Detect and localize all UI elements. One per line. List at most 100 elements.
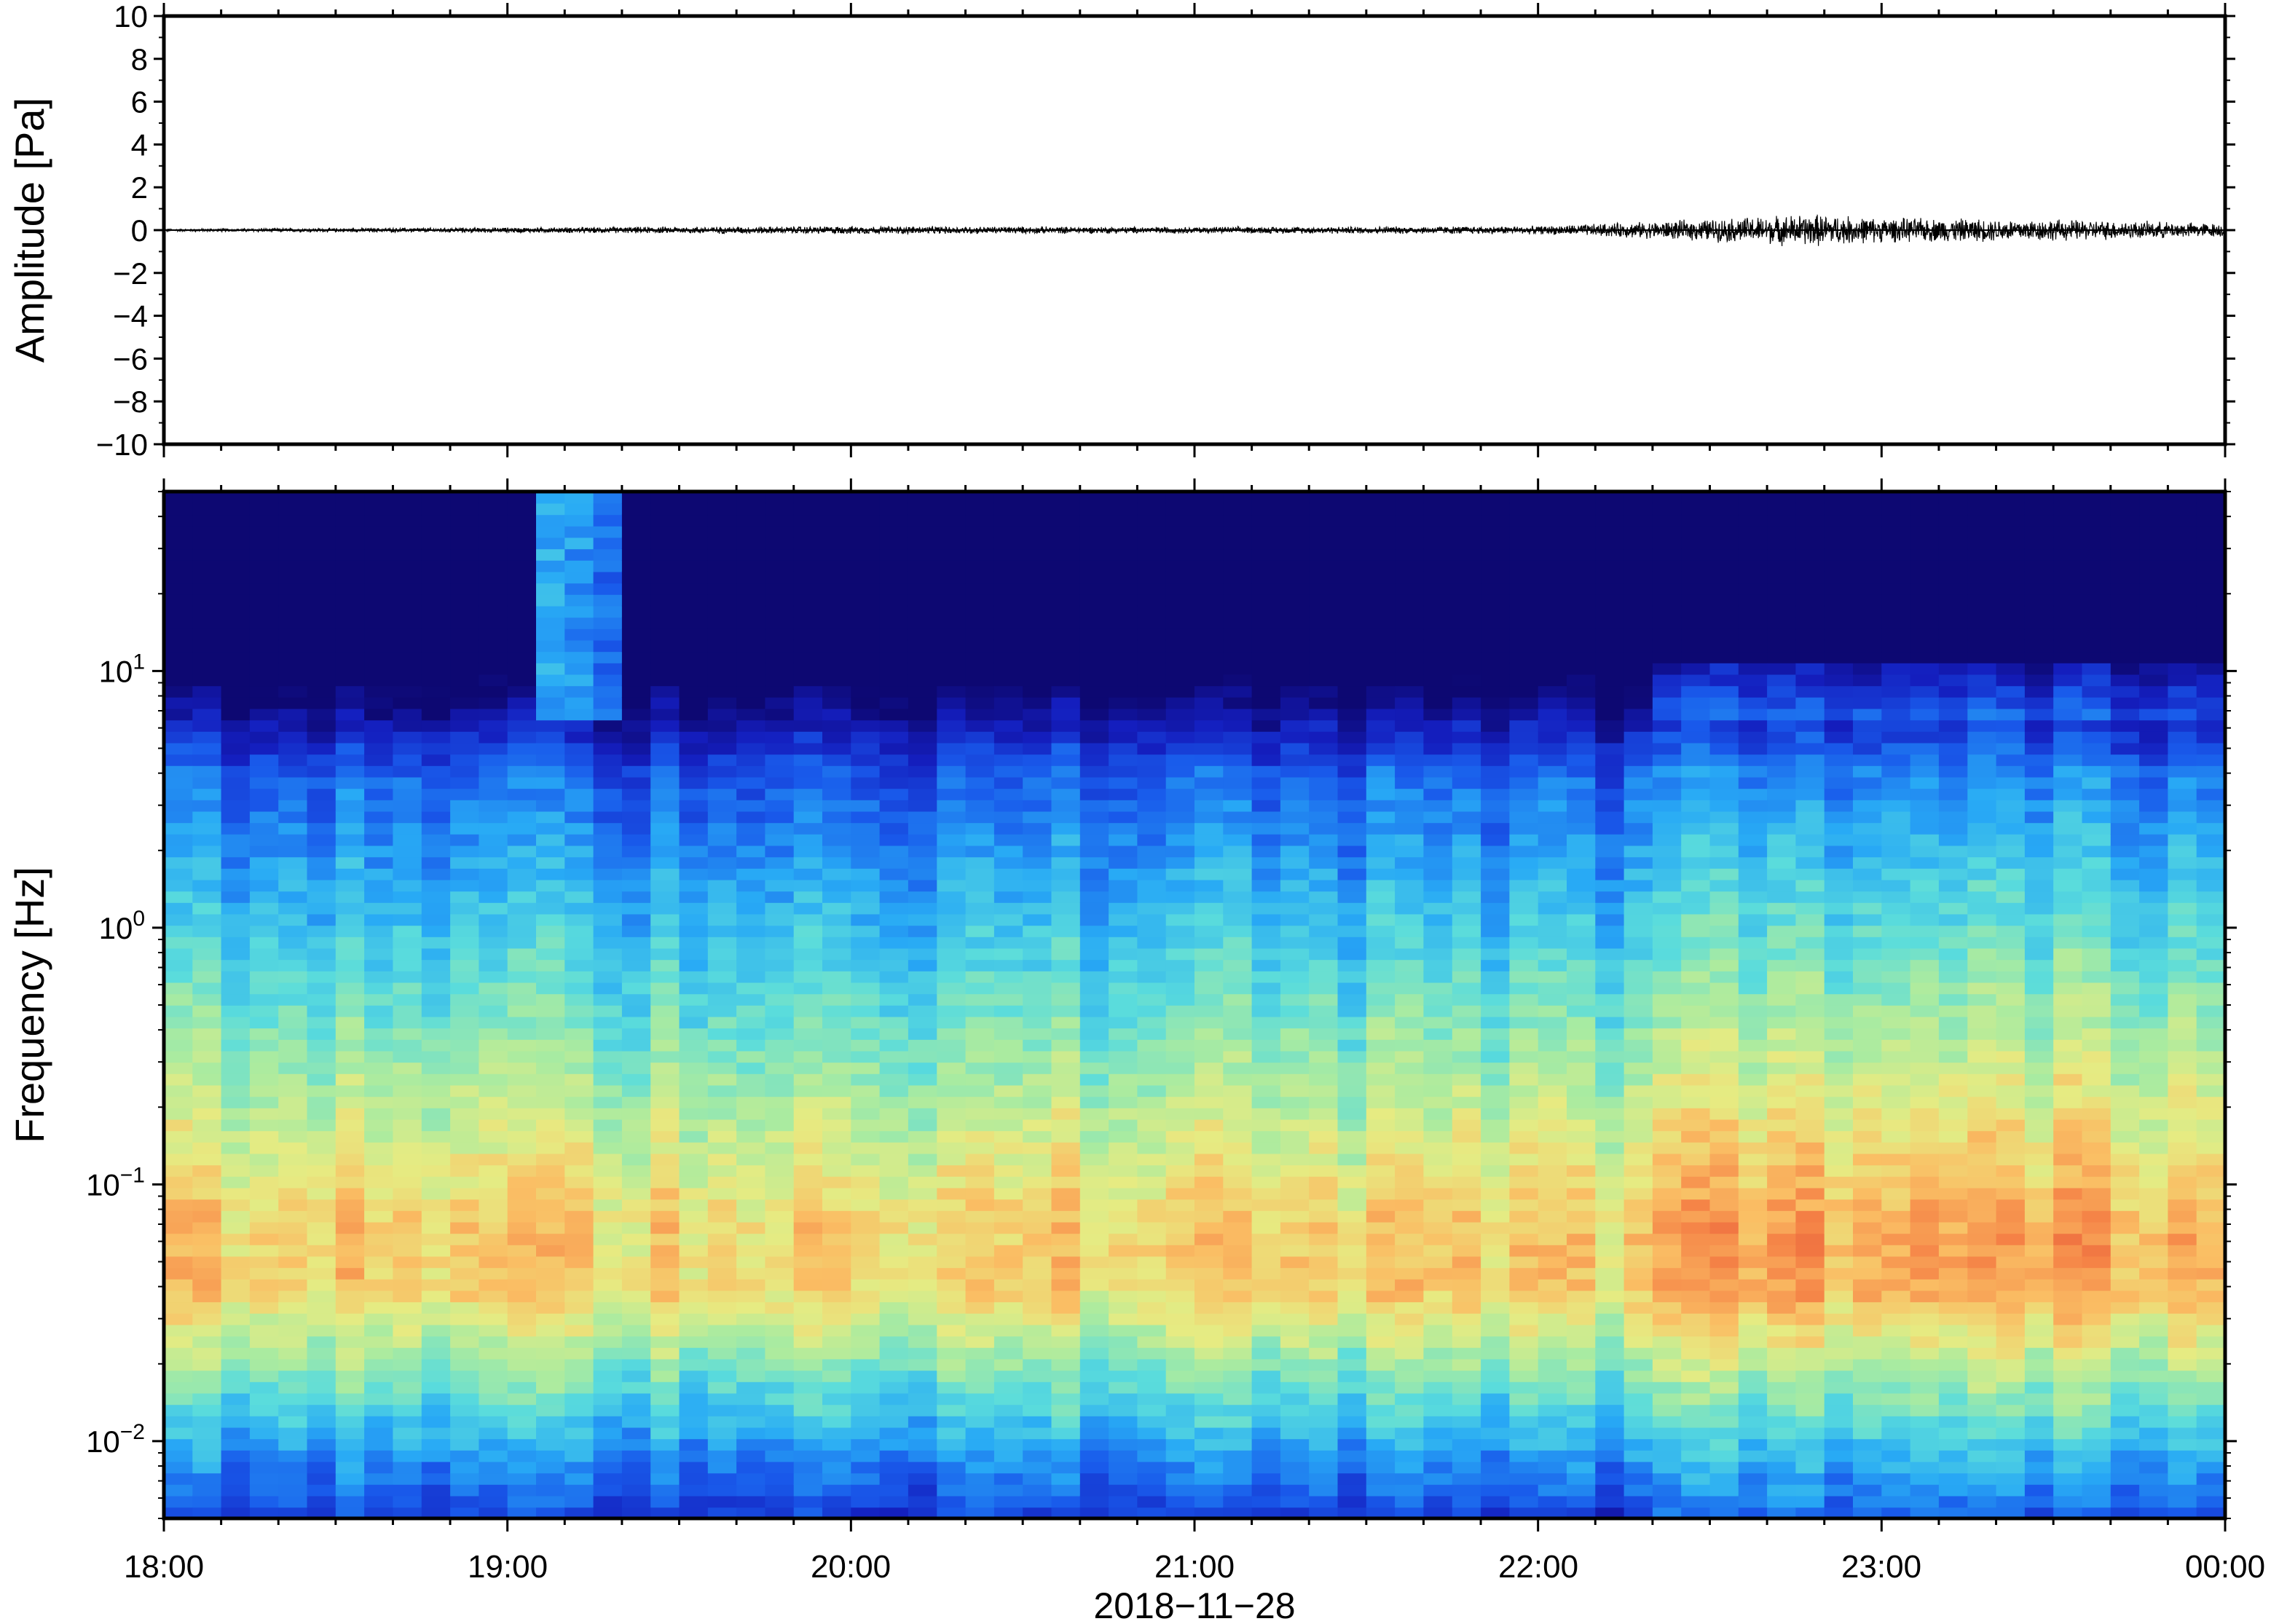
spectrogram-cell	[1395, 731, 1425, 744]
spectrogram-cell	[421, 1108, 451, 1120]
spectrogram-cell	[822, 822, 852, 835]
spectrogram-cell	[1023, 560, 1052, 572]
spectrogram-cell	[650, 993, 680, 1006]
spectrogram-cell	[164, 1473, 194, 1485]
spectrogram-cell	[249, 514, 279, 527]
spectrogram-cell	[1366, 1301, 1396, 1314]
spectrogram-cell	[937, 902, 967, 915]
spectrogram-cell	[851, 834, 881, 846]
spectrogram-cell	[1509, 937, 1539, 949]
spectrogram-cell	[507, 617, 537, 629]
spectrogram-cell	[1366, 583, 1396, 595]
spectrogram-cell	[278, 1028, 308, 1040]
spectrogram-cell	[851, 1073, 881, 1086]
spectrogram-cell	[1366, 1507, 1396, 1518]
spectrogram-cell	[1652, 1507, 1682, 1518]
spectrogram-cell	[1366, 1062, 1396, 1074]
spectrogram-cell	[1251, 1164, 1281, 1177]
spectrogram-cell	[1681, 891, 1711, 903]
spectrogram-cell	[564, 1450, 594, 1462]
spectrogram-cell	[192, 742, 222, 755]
spectrogram-cell	[650, 1130, 680, 1143]
spectrogram-cell	[307, 1016, 336, 1029]
spectrogram-cell	[1051, 1336, 1081, 1348]
spectrogram-cell	[364, 1096, 394, 1108]
spectrogram-cell	[1538, 639, 1567, 653]
spectrogram-cell	[450, 1221, 480, 1234]
spectrogram-cell	[1194, 708, 1224, 721]
spectrogram-cell	[221, 1245, 251, 1257]
spectrogram-cell	[1681, 1336, 1711, 1348]
spectrogram-cell	[1681, 1084, 1711, 1097]
spectrogram-cell	[1452, 571, 1481, 584]
spectrogram-cell	[450, 639, 480, 653]
spectrogram-cell	[822, 1221, 852, 1234]
spectrogram-cell	[164, 548, 194, 561]
spectrogram-cell	[393, 1256, 422, 1269]
spectrogram-cell	[507, 1073, 537, 1086]
spectrogram-cell	[1051, 925, 1081, 937]
spectrogram-cell	[249, 1164, 279, 1177]
spectrogram-cell	[1538, 1187, 1567, 1200]
spectrogram-cell	[1681, 583, 1711, 595]
spectrogram-cell	[793, 1473, 823, 1485]
spectrogram-cell	[450, 1461, 480, 1474]
spectrogram-cell	[564, 947, 594, 961]
spectrogram-cell	[479, 731, 508, 744]
spectrogram-cell	[192, 1096, 222, 1108]
spectrogram-cell	[421, 1164, 451, 1177]
spectrogram-cell	[192, 1245, 222, 1257]
spectrogram-cell	[793, 856, 823, 869]
spectrogram-cell	[965, 1427, 995, 1440]
spectrogram-cell	[307, 993, 336, 1006]
spectrogram-cell	[1509, 1484, 1539, 1497]
spectrogram-cell	[1165, 502, 1195, 516]
spectrogram-cell	[278, 1256, 308, 1269]
spectrogram-cell	[192, 913, 222, 926]
spectrogram-cell	[393, 971, 422, 983]
spectrogram-cell	[1681, 1450, 1711, 1462]
spectrogram-cell	[307, 514, 336, 527]
spectrogram-cell	[879, 663, 909, 675]
spectrogram-cell	[1251, 1108, 1281, 1120]
spectrogram-cell	[1251, 1267, 1281, 1280]
spectrogram-cell	[965, 754, 995, 766]
spectrogram-cell	[1337, 982, 1367, 995]
spectrogram-cell	[507, 993, 537, 1006]
spectrogram-cell	[1023, 1256, 1052, 1269]
spectrogram-cell	[1223, 560, 1253, 572]
spectrogram-cell	[278, 993, 308, 1006]
spectrogram-cell	[1595, 1358, 1625, 1371]
spectrogram-cell	[879, 1267, 909, 1280]
spectrogram-cell	[1309, 1495, 1339, 1508]
spectrogram-cell	[507, 788, 537, 800]
spectrogram-cell	[1109, 651, 1138, 663]
spectrogram-cell	[1194, 1381, 1224, 1394]
spectrogram-cell	[1595, 959, 1625, 971]
spectrogram-cell	[249, 1199, 279, 1211]
spectrogram-cell	[765, 605, 795, 618]
spectrogram-cell	[393, 1416, 422, 1428]
spectrogram-cell	[1652, 560, 1682, 572]
spectrogram-cell	[335, 925, 365, 937]
spectrogram-cell	[1109, 1416, 1138, 1428]
spectrogram-cell	[621, 1153, 651, 1166]
spectrogram-cell	[364, 720, 394, 732]
spectrogram-cell	[192, 1050, 222, 1063]
spectrogram-cell	[1079, 868, 1109, 880]
spectrogram-cell	[1538, 1096, 1567, 1108]
spectrogram-cell	[335, 685, 365, 698]
spectrogram-cell	[1481, 1473, 1511, 1485]
spectrogram-cell	[1165, 560, 1195, 572]
spectrogram-cell	[1165, 1176, 1195, 1189]
spectrogram-cell	[993, 879, 1023, 892]
spectrogram-cell	[1051, 731, 1081, 744]
spectrogram-cell	[393, 1187, 422, 1200]
spectrogram-cell	[164, 1381, 194, 1394]
spectrogram-cell	[1079, 742, 1109, 755]
spectrogram-cell	[1337, 822, 1367, 835]
spectrogram-cell	[1481, 674, 1511, 687]
spectrogram-cell	[1309, 1438, 1339, 1451]
spectrogram-cell	[1595, 697, 1625, 709]
spectrogram-cell	[307, 685, 336, 698]
